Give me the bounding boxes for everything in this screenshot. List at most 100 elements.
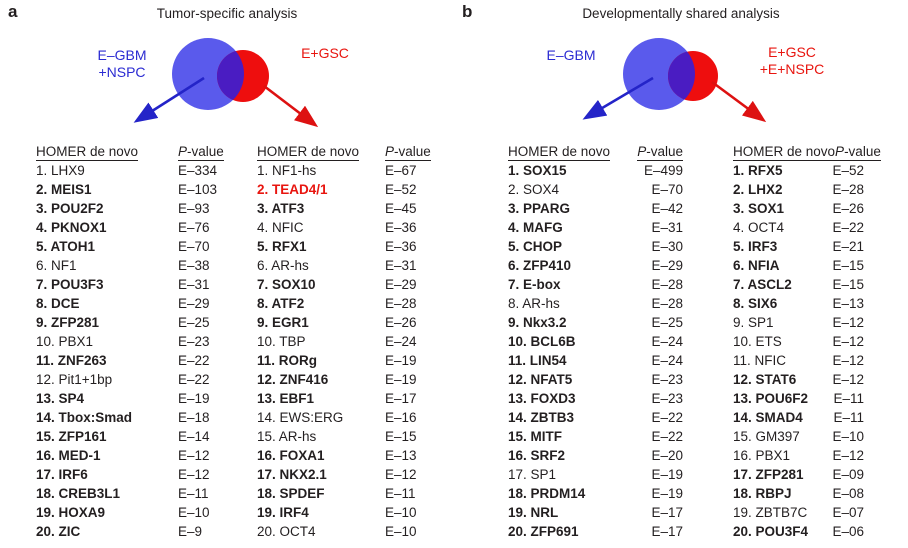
motif-label: 12. NFAT5 [508,372,573,387]
motif-label: 6. AR-hs [257,258,309,273]
p-value: E–22 [178,372,210,387]
motif-label: 12. STAT6 [733,372,797,387]
p-value: E–17 [651,505,683,520]
motif-row: 6. NF1 E–38 [36,256,232,275]
motif-label: 7. SOX10 [257,277,316,292]
motif-row: 19. ZBTB7C E–07 [733,503,864,522]
motif-row: 13. SP4 E–19 [36,389,232,408]
p-value: E–17 [385,391,417,406]
motif-row: 8. SIX6 E–13 [733,294,864,313]
p-value: E–42 [651,201,683,216]
p-value: E–24 [385,334,417,349]
motif-label: 17. SP1 [508,467,557,482]
motif-label: 9. ZFP281 [36,315,100,330]
motif-row: 14. ZBTB3 E–22 [508,408,683,427]
motif-label: 17. NKX2.1 [257,467,327,482]
p-value: E–103 [178,182,218,197]
column-header-homer: HOMER de novo [733,144,836,161]
motif-label: 13. EBF1 [257,391,315,406]
motif-label: 4. PKNOX1 [36,220,107,235]
motif-row: 12. NFAT5 E–23 [508,370,683,389]
motif-row: 12. STAT6 E–12 [733,370,864,389]
motif-row: 7. ASCL2 E–15 [733,275,864,294]
motif-label: 18. PRDM14 [508,486,586,501]
p-value: E–36 [385,239,417,254]
motif-label: 3. ATF3 [257,201,305,216]
motif-row: 1. RFX5 E–52 [733,161,864,180]
panel-a: a Tumor-specific analysis E–GBM +NSPC E+G… [8,2,449,541]
p-value: E–38 [178,258,210,273]
motif-row: 17. IRF6 E–12 [36,465,232,484]
motif-row: 18. PRDM14 E–19 [508,484,683,503]
motif-label: 5. RFX1 [257,239,307,254]
p-value: E–26 [385,315,417,330]
p-value: E–25 [178,315,210,330]
p-value: E–26 [832,201,864,216]
list-header-row: HOMER de novo P-value [257,142,449,161]
motif-row: 16. MED-1 E–12 [36,446,232,465]
motif-row: 8. AR-hs E–28 [508,294,683,313]
p-value: E–67 [385,163,417,178]
motif-row: 18. RBPJ E–08 [733,484,864,503]
motif-label: 11. ZNF263 [36,353,107,368]
p-value: E–12 [385,467,417,482]
motif-row: 18. SPDEF E–11 [257,484,449,503]
p-value: E–45 [385,201,417,216]
motif-row: 4. MAFG E–31 [508,218,683,237]
p-value: E–29 [178,296,210,311]
p-value: E–23 [178,334,210,349]
p-value: E–52 [832,163,864,178]
column-header-homer: HOMER de novo [257,144,360,161]
p-value: E–06 [832,524,864,539]
motif-label: 17. IRF6 [36,467,88,482]
motif-label: 8. SIX6 [733,296,778,311]
motif-label: 16. FOXA1 [257,448,325,463]
motif-label: 15. ZFP161 [36,429,107,444]
motif-label: 13. FOXD3 [508,391,576,406]
motif-row: 2. LHX2 E–28 [733,180,864,199]
motif-label: 10. BCL6B [508,334,576,349]
motif-label: 1. NF1-hs [257,163,317,178]
venn-label-line: +E+NSPC [759,61,825,77]
motif-row: 19. IRF4 E–10 [257,503,449,522]
p-value: E–22 [178,353,210,368]
motif-label: 10. TBP [257,334,306,349]
venn-right-label: E+GSC +E+NSPC [751,44,833,78]
motif-label: 20. OCT4 [257,524,316,539]
p-value: E–36 [385,220,417,235]
motif-row: 4. PKNOX1 E–76 [36,218,232,237]
motif-row: 3. ATF3 E–45 [257,199,449,218]
motif-label: 11. NFIC [733,353,787,368]
motif-label: 3. POU2F2 [36,201,104,216]
motif-row: 16. FOXA1 E–13 [257,446,449,465]
p-value: E–22 [651,410,683,425]
p-value: E–22 [651,429,683,444]
motif-row: 2. TEAD4/1 E–52 [257,180,449,199]
motif-label: 8. DCE [36,296,80,311]
motif-row: 18. CREB3L1 E–11 [36,484,232,503]
motif-label: 13. POU6F2 [733,391,809,406]
motif-row: 5. RFX1 E–36 [257,237,449,256]
p-value: E–70 [651,182,683,197]
p-value: E–18 [178,410,210,425]
motif-label: 2. TEAD4/1 [257,182,328,197]
p-value: E–19 [178,391,210,406]
motif-label: 3. PPARG [508,201,571,216]
p-value: E–10 [178,505,210,520]
motif-row: 1. SOX15 E–499 [508,161,683,180]
p-value: E–11 [385,486,416,501]
p-value: E–76 [178,220,210,235]
column-header-pvalue: P-value [178,144,224,161]
p-value: E–52 [385,182,417,197]
p-value: E–11 [178,486,209,501]
motif-label: 14. ZBTB3 [508,410,575,425]
motif-row: 5. IRF3 E–21 [733,237,864,256]
motif-label: 15. MITF [508,429,563,444]
motif-label: 20. ZFP691 [508,524,579,539]
p-value: E–10 [385,505,417,520]
motif-row: 20. ZIC E–9 [36,522,232,541]
motif-row: 20. POU3F4 E–06 [733,522,864,541]
p-value: E–11 [833,410,864,425]
motif-row: 13. EBF1 E–17 [257,389,449,408]
motif-list-shared-blue: HOMER de novo P-value 1. SOX15 E–499 2. SO… [508,142,683,541]
